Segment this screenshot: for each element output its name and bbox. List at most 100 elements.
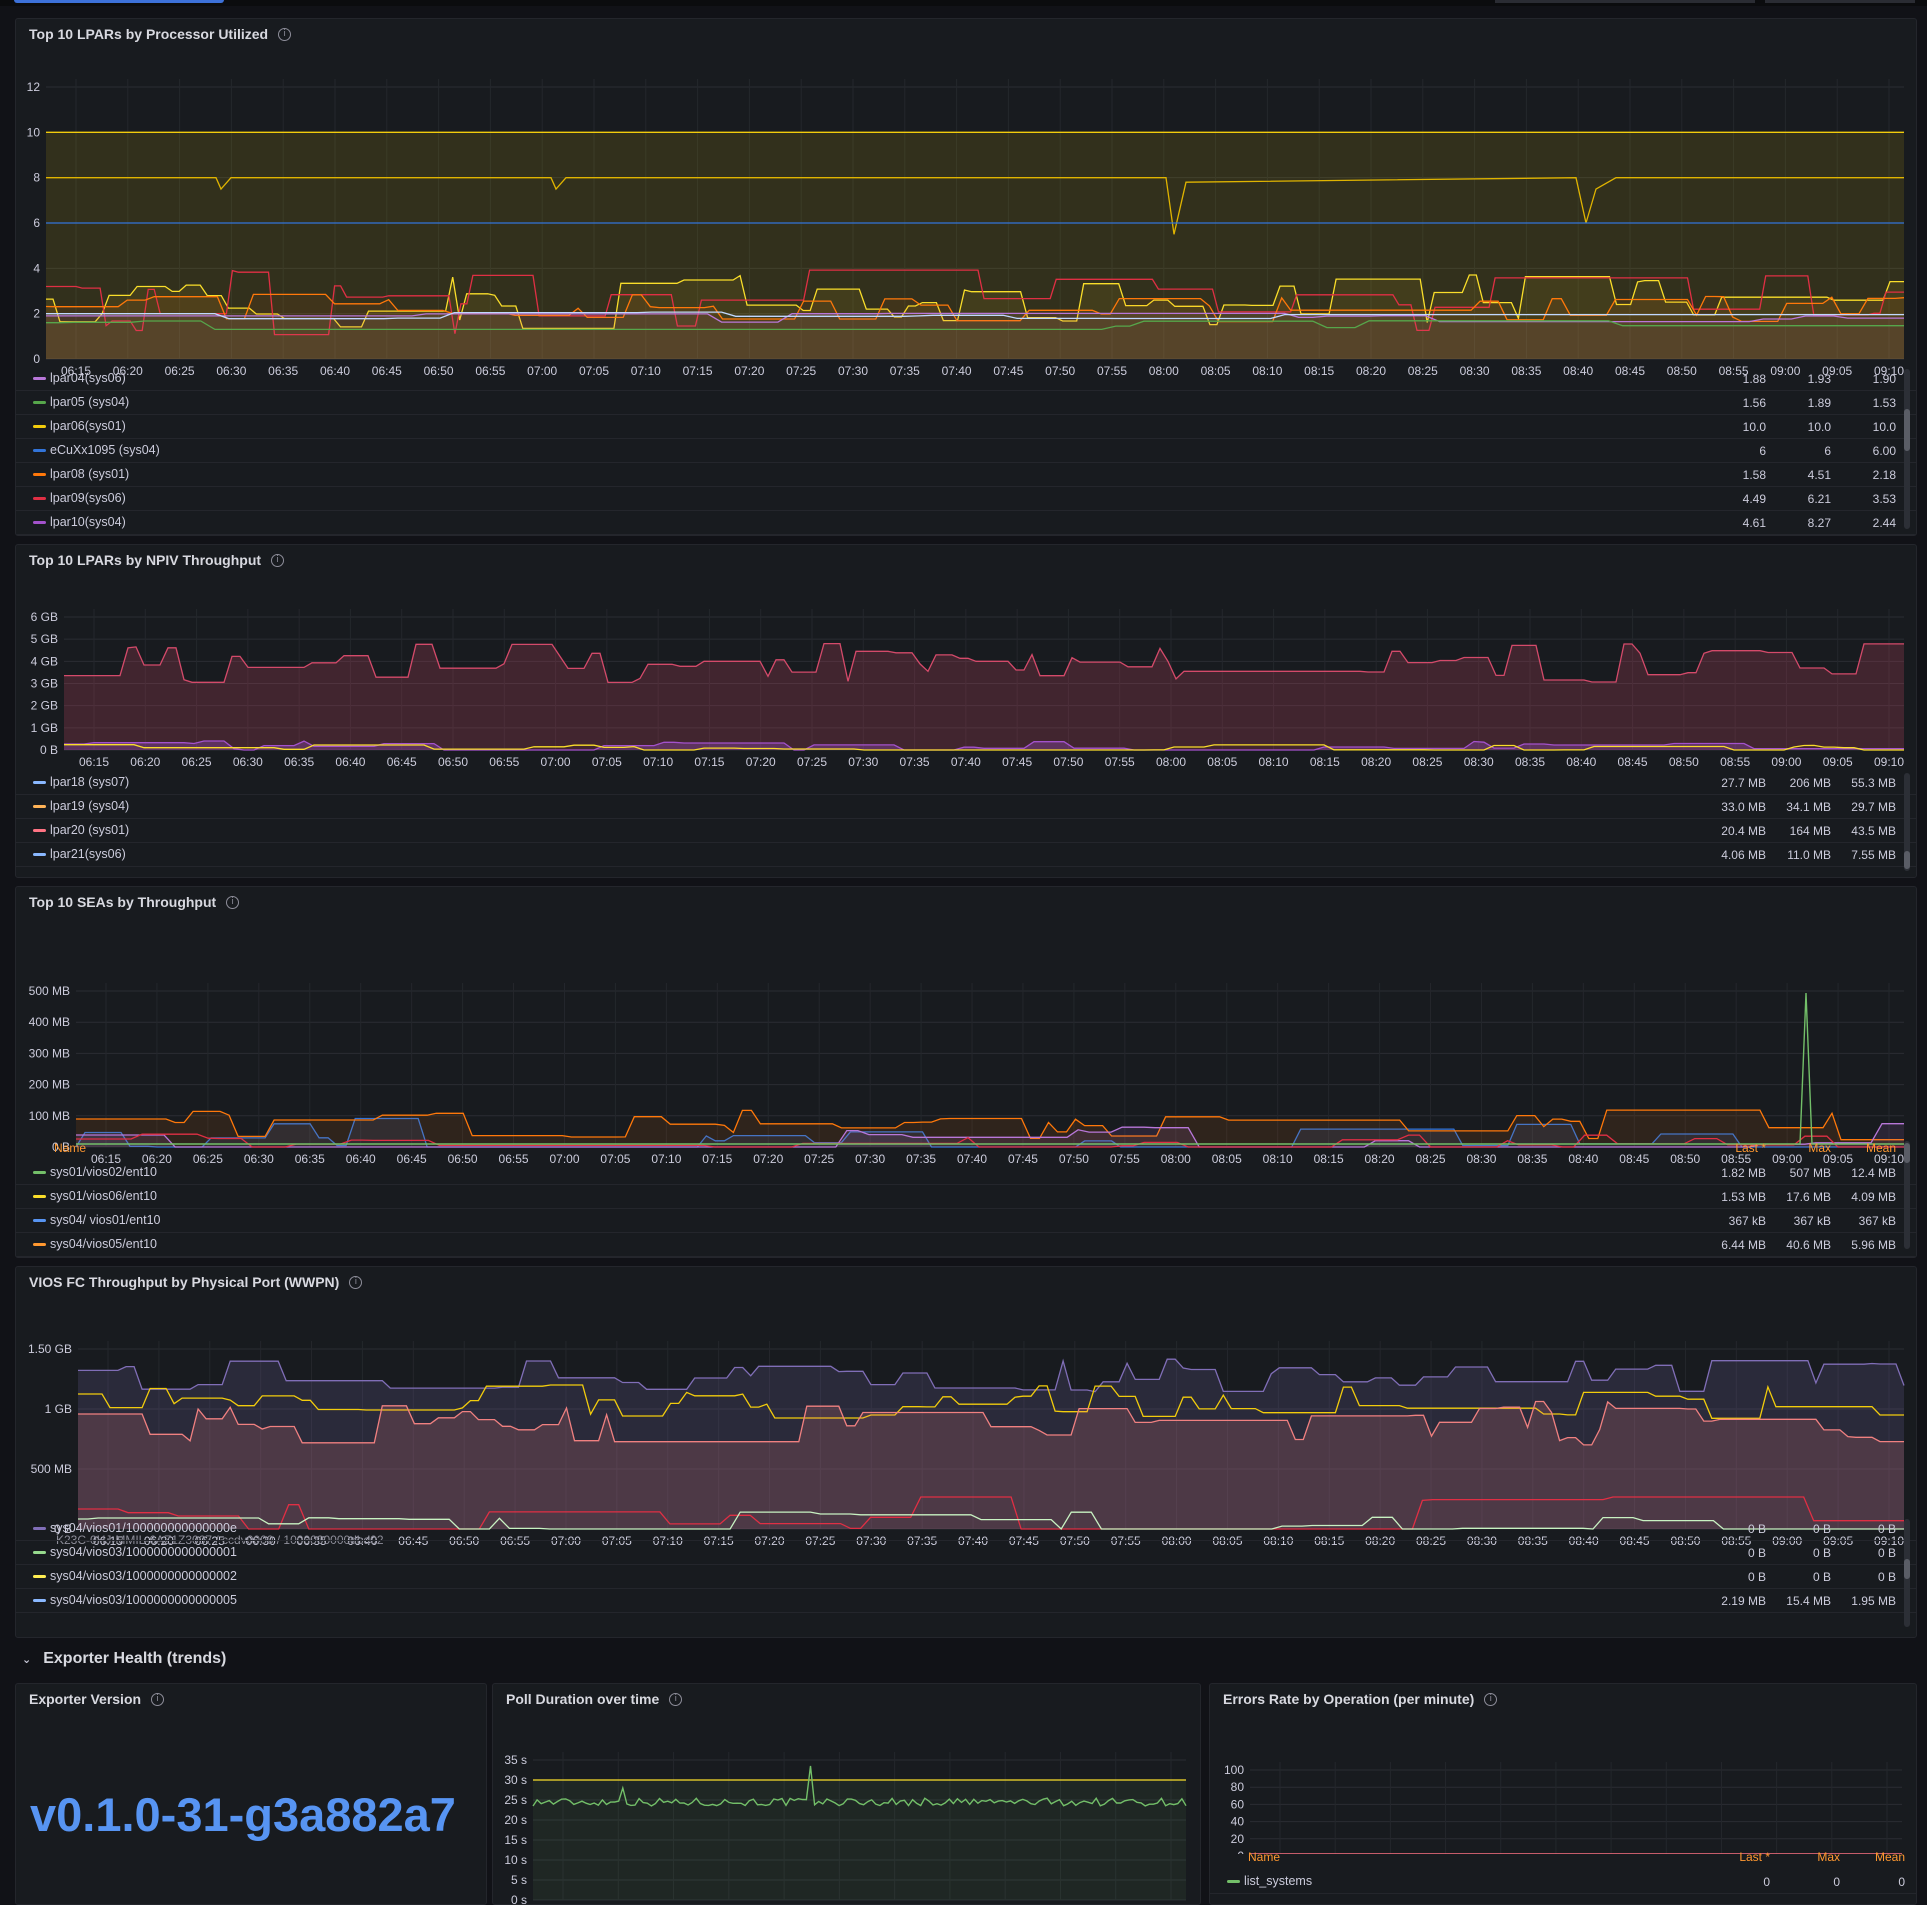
info-icon[interactable]: i — [151, 1692, 165, 1706]
sea-chart[interactable]: 500 MB 400 MB 300 MB 200 MB 100 MB 0 B 06:15 06… — [16, 917, 1916, 1165]
legend-header-last[interactable]: Last * — [1735, 1141, 1766, 1155]
x-tick-label: 07:40 — [957, 1152, 987, 1165]
x-tick-label: 07:30 — [838, 364, 868, 378]
x-tick-label: 07:15 — [704, 1534, 734, 1545]
row-exporter-health[interactable]: ⌄ Exporter Health (trends) — [22, 1650, 226, 1668]
panel-title-text: Top 10 LPARs by Processor Utilized — [29, 26, 269, 42]
x-tick-label: 06:45 — [387, 755, 417, 769]
legend-row[interactable]: sys04/vios03/1000000000000002 0 B 0 B 0 B — [16, 1565, 1916, 1589]
panel-title[interactable]: Errors Rate by Operation (per minute) i — [1223, 1691, 1498, 1707]
legend-row[interactable]: lpar10(sys04) 4.61 8.27 2.44 — [16, 511, 1916, 535]
panel-title[interactable]: Top 10 LPARs by Processor Utilized i — [29, 26, 292, 42]
panel-title[interactable]: Top 10 SEAs by Throughput i — [29, 894, 240, 910]
legend-last-value: 4.49 — [1742, 492, 1766, 506]
fc-chart[interactable]: 1.50 GB 1 GB 500 MB 0 B 06:15 06:20 06:25 06:30… — [16, 1297, 1916, 1545]
npiv-chart[interactable]: 6 GB 5 GB 4 GB 3 GB 2 GB 1 GB 0 B 06:15 06:20 06:… — [16, 575, 1916, 783]
legend-scrollbar[interactable] — [1904, 773, 1910, 871]
legend-header-name[interactable]: Name — [1248, 1850, 1281, 1864]
info-icon[interactable]: i — [226, 895, 240, 909]
x-tick-label: 09:05 — [1823, 755, 1853, 769]
legend-row[interactable]: lpar04(sys06) 1.88 1.93 1.90 — [16, 367, 1916, 391]
legend-scrollbar[interactable] — [1904, 1141, 1910, 1249]
series-color-swatch — [33, 473, 46, 476]
legend-scrollbar[interactable] — [1904, 1519, 1910, 1627]
legend-row[interactable]: lpar18 (sys07) 27.7 MB 206 MB 55.3 MB — [16, 771, 1916, 795]
x-tick-label: 08:40 — [1569, 1534, 1599, 1545]
x-tick-label: 09:00 — [1772, 1152, 1802, 1165]
x-tick-label: 07:05 — [600, 1152, 630, 1165]
legend-header-last[interactable]: Last * — [1739, 1850, 1770, 1864]
legend-row[interactable]: sys04/vios05/ent10 6.44 MB 40.6 MB 5.96 MB — [16, 1233, 1916, 1257]
legend-last-value: 0 B — [1747, 1522, 1766, 1536]
legend-header-mean[interactable]: Mean — [1874, 1850, 1905, 1864]
info-icon[interactable]: i — [669, 1692, 683, 1706]
info-icon[interactable]: i — [349, 1275, 363, 1289]
processor-chart[interactable]: 12 10 8 6 4 2 0 06:15 06:20 06:25 06:30 06:35 06:40 0… — [16, 49, 1916, 384]
legend-header-max[interactable]: Max — [1817, 1850, 1840, 1864]
x-tick-label: 08:25 — [1408, 364, 1438, 378]
y-tick-label: 6 GB — [31, 610, 58, 624]
x-tick-label: 09:10 — [1874, 1152, 1904, 1165]
time-range-picker[interactable] — [1495, 0, 1755, 3]
panel-title[interactable]: Exporter Version i — [29, 1691, 165, 1707]
panel-title-text: Poll Duration over time — [506, 1691, 660, 1707]
legend-row[interactable]: lpar19 (sys04) 33.0 MB 34.1 MB 29.7 MB — [16, 795, 1916, 819]
info-icon[interactable]: i — [271, 553, 285, 567]
legend-row[interactable]: lpar08 (sys01) 1.58 4.51 2.18 — [16, 463, 1916, 487]
x-tick-label: 06:45 — [398, 1534, 428, 1545]
legend-row[interactable]: eCuXx1095 (sys04) 6 6 6.00 — [16, 439, 1916, 463]
x-tick-label: 07:30 — [848, 755, 878, 769]
legend-row[interactable]: list_systems 0 0 0 — [1210, 1870, 1916, 1894]
x-tick-label: 08:20 — [1356, 364, 1386, 378]
legend-row[interactable]: lpar06(sys01) 10.0 10.0 10.0 — [16, 415, 1916, 439]
legend-row[interactable]: lpar05 (sys04) 1.56 1.89 1.53 — [16, 391, 1916, 415]
legend-row[interactable]: lpar20 (sys01) 20.4 MB 164 MB 43.5 MB — [16, 819, 1916, 843]
y-tick-label: 20 — [1231, 1832, 1245, 1846]
legend-row[interactable]: sys01/vios02/ent10 1.82 MB 507 MB 12.4 MB — [16, 1161, 1916, 1185]
legend-header-mean[interactable]: Mean — [1865, 1141, 1896, 1155]
legend-row[interactable]: sys04/vios03/1000000000000005 2.19 MB 15.4… — [16, 1589, 1916, 1613]
x-tick-label: 09:10 — [1874, 364, 1904, 378]
info-icon[interactable]: i — [1484, 1692, 1498, 1706]
legend-max-value: 10.0 — [1807, 420, 1831, 434]
series-lpar09 — [46, 269, 1904, 336]
y-tick-label: 5 s — [511, 1873, 527, 1887]
legend-max-value: 1.93 — [1807, 372, 1831, 386]
legend-mean-value: 4.09 MB — [1851, 1190, 1896, 1204]
legend-row[interactable]: sys04/ vios01/ent10 367 kB 367 kB 367 kB — [16, 1209, 1916, 1233]
poll-duration-chart[interactable]: 35 s30 s25 s20 s15 s10 s5 s0 s06:1506:30… — [493, 1714, 1200, 1904]
y-tick-label: 200 MB — [29, 1078, 70, 1092]
x-tick-label: 08:30 — [1460, 364, 1490, 378]
legend-row[interactable]: lpar09(sys06) 4.49 6.21 3.53 — [16, 487, 1916, 511]
panel-title[interactable]: Top 10 LPARs by NPIV Throughput i — [29, 552, 285, 568]
x-tick-label: 06:30 — [246, 1534, 276, 1545]
y-tick-label: 500 MB — [29, 984, 70, 998]
x-tick-label: 07:55 — [1105, 755, 1135, 769]
panel-title[interactable]: VIOS FC Throughput by Physical Port (WWP… — [29, 1274, 363, 1290]
y-tick-label: 0 s — [511, 1893, 527, 1904]
legend-row[interactable]: sys01/vios06/ent10 1.53 MB 17.6 MB 4.09 MB — [16, 1185, 1916, 1209]
series-npiv-purple — [64, 740, 1904, 751]
x-tick-label: 09:00 — [1772, 1534, 1802, 1545]
legend-header-name[interactable]: Name — [54, 1141, 87, 1155]
chevron-down-icon[interactable]: ⌄ — [22, 1652, 32, 1666]
legend-series-name: sys04/vios03/1000000000000001 — [50, 1545, 237, 1559]
legend-mean-value: 29.7 MB — [1851, 800, 1896, 814]
legend-row[interactable]: lpar21(sys06) 4.06 MB 11.0 MB 7.55 MB — [16, 843, 1916, 867]
legend-header-max[interactable]: Max — [1808, 1141, 1831, 1155]
legend-row[interactable]: sys04/vios03/1000000000000001 0 B 0 B 0 B — [16, 1541, 1916, 1565]
legend-scrollbar[interactable] — [1904, 369, 1910, 529]
series-lpar-yellow — [46, 274, 1904, 330]
y-tick-label: 0 — [33, 352, 40, 366]
x-tick-label: 09:00 — [1771, 755, 1801, 769]
x-tick-label: 08:00 — [1162, 1534, 1192, 1545]
panel-title-text: Exporter Version — [29, 1691, 142, 1707]
x-tick-label: 06:30 — [216, 364, 246, 378]
info-icon[interactable]: i — [278, 27, 292, 41]
panel-title[interactable]: Poll Duration over time i — [506, 1691, 683, 1707]
refresh-picker[interactable] — [1765, 0, 1915, 3]
series-color-swatch — [33, 1575, 46, 1578]
errors-rate-chart[interactable]: 10080604020006:1506:3006:4507:0007:1507:… — [1210, 1714, 1916, 1854]
active-tab-indicator[interactable] — [14, 0, 224, 3]
